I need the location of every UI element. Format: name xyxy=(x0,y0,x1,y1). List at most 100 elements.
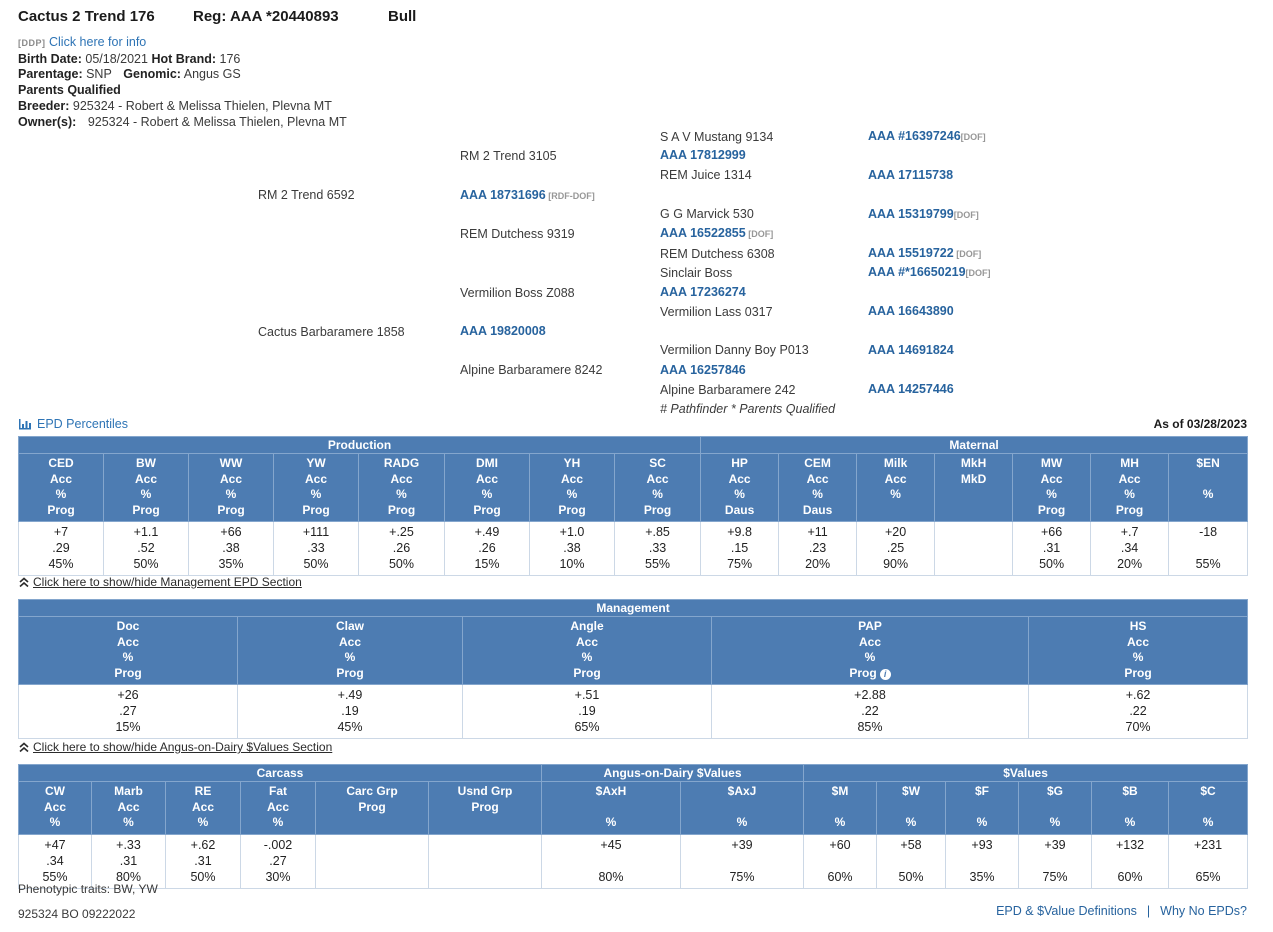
epd-column-header: Angle Acc% Prog xyxy=(462,616,712,685)
pedigree-animal-name: Cactus Barbaramere 1858 xyxy=(258,325,405,339)
epd-section-header: Carcass xyxy=(18,764,542,782)
management-section-toggle[interactable]: Click here to show/hide Management EPD S… xyxy=(18,575,302,589)
epd-column-header: Claw Acc% Prog xyxy=(237,616,463,685)
parents-qualified: Parents Qualified xyxy=(18,83,121,98)
pedigree-footnote: # Pathfinder * Parents Qualified xyxy=(660,402,836,416)
epd-column-header: $W % xyxy=(876,781,947,835)
header-block: Cactus 2 Trend 176 Reg: AAA *20440893 Bu… xyxy=(18,8,718,130)
epd-value-cell: +11.23 20% xyxy=(778,521,858,576)
epd-value-cell: -18 55% xyxy=(1168,521,1249,576)
pedigree-animal-name: Alpine Barbaramere 8242 xyxy=(460,363,603,377)
epd-value-cell: +66.38 35% xyxy=(188,521,274,576)
epd-value-cell: +9.8.15 75% xyxy=(700,521,780,576)
epd-value-cell: -.002.27 30% xyxy=(240,833,316,889)
epd-column-header: DMI Acc% Prog xyxy=(444,453,530,522)
epd-section-header: Angus-on-Dairy $Values xyxy=(540,764,805,782)
footer-separator: | xyxy=(1146,904,1151,918)
epd-value-cell xyxy=(934,521,1014,576)
breeder-row: Breeder: 925324 - Robert & Melissa Thiel… xyxy=(18,99,718,115)
birth-date-value: 05/18/2021 xyxy=(85,51,148,66)
pedigree-animal-name: REM Juice 1314 xyxy=(660,168,752,182)
epd-value-cell: +.49.26 15% xyxy=(444,521,530,576)
animal-name: Cactus 2 Trend 176 xyxy=(18,8,155,25)
epd-column-header: MW Acc% Prog xyxy=(1012,453,1092,522)
epd-column-header: Carc Grp Prog xyxy=(315,781,429,835)
epd-column-header: Fat Acc% xyxy=(240,781,316,835)
epd-column-header: $M % xyxy=(803,781,878,835)
epd-value-cell: +20.25 90% xyxy=(856,521,936,576)
epd-column-header: CEM Acc% Daus xyxy=(778,453,858,522)
pedigree-reg-link[interactable]: AAA 14257446 xyxy=(868,382,954,396)
pedigree-reg-link[interactable]: AAA 18731696 [RDF-DOF] xyxy=(460,188,595,202)
epd-column-header: SC Acc% Prog xyxy=(613,453,702,522)
epd-column-header: $F % xyxy=(945,781,1020,835)
epd-column-header: WW Acc% Prog xyxy=(188,453,274,522)
parentage-row: Parentage: SNP Genomic: Angus GS xyxy=(18,67,718,83)
management-toggle-label: Click here to show/hide Management EPD S… xyxy=(33,575,302,589)
pedigree-reg-link[interactable]: AAA 16643890 xyxy=(868,304,954,318)
ddp-info-link[interactable]: Click here for info xyxy=(48,35,147,49)
pedigree-reg-link[interactable]: AAA 17236274 xyxy=(660,285,746,299)
pedigree-reg-link[interactable]: AAA 15519722 [DOF] xyxy=(868,246,982,260)
epd-column-header: $AxH % xyxy=(541,781,681,835)
epd-value-cell: +47.34 55% xyxy=(18,833,92,889)
pedigree-animal-name: Sinclair Boss xyxy=(660,266,733,280)
epd-column-header: $G % xyxy=(1018,781,1093,835)
epd-column-header: MkH MkD xyxy=(934,453,1014,522)
owner-value: 925324 - Robert & Melissa Thielen, Plevn… xyxy=(87,114,347,129)
pedigree-reg-link[interactable]: AAA #*16650219[DOF] xyxy=(868,265,991,279)
pedigree-animal-name: RM 2 Trend 6592 xyxy=(258,188,355,202)
pedigree-animal-name: REM Dutchess 6308 xyxy=(660,247,775,261)
pedigree-animal-name: Alpine Barbaramere 242 xyxy=(660,383,796,397)
management-epd-table: Management Doc Acc% Prog Claw Acc% Prog Angle Ac… xyxy=(17,599,1249,739)
epd-column-header: HS Acc% Prog xyxy=(1027,616,1249,685)
epd-percentiles-link[interactable]: EPD Percentiles xyxy=(37,417,129,431)
epd-column-header: Usnd Grp Prog xyxy=(428,781,542,835)
pedigree-animal-name: Vermilion Lass 0317 xyxy=(660,305,773,319)
epd-value-cell: +.7.34 20% xyxy=(1090,521,1170,576)
record-code: 925324 BO 09222022 xyxy=(18,907,136,921)
pedigree-reg-link[interactable]: AAA 15319799[DOF] xyxy=(868,207,979,221)
chevron-up-double-icon xyxy=(18,576,30,588)
as-of-date: As of 03/28/2023 xyxy=(1153,417,1247,431)
pedigree-animal-name: S A V Mustang 9134 xyxy=(660,130,774,144)
title-row: Cactus 2 Trend 176 Reg: AAA *20440893 Bu… xyxy=(18,8,718,26)
epd-column-header: MH Acc% Prog xyxy=(1090,453,1170,522)
info-icon[interactable]: i xyxy=(879,668,891,680)
epd-value-cell: +.62.31 50% xyxy=(165,833,241,889)
epd-value-cell: +231 65% xyxy=(1168,833,1249,889)
pedigree-reg-link[interactable]: AAA 19820008 xyxy=(460,324,546,338)
birth-row: Birth Date: 05/18/2021 Hot Brand: 176 xyxy=(18,52,718,68)
pedigree-reg-link[interactable]: AAA 16257846 xyxy=(660,363,746,377)
angus-on-dairy-section-toggle[interactable]: Click here to show/hide Angus-on-Dairy $… xyxy=(18,740,332,754)
epd-column-header: $B % xyxy=(1091,781,1170,835)
owner-row: Owner(s): 925324 - Robert & Melissa Thie… xyxy=(18,115,718,131)
owner-label: Owner(s): xyxy=(18,114,77,129)
pedigree-reg-link[interactable]: AAA #16397246[DOF] xyxy=(868,129,986,143)
epd-value-cell: +7.29 45% xyxy=(18,521,104,576)
parentage-value: SNP xyxy=(86,67,112,82)
chevron-up-double-icon xyxy=(18,741,30,753)
epd-value-cell: +.51.19 65% xyxy=(462,684,712,739)
epd-value-cell: +2.88.22 85% xyxy=(711,684,1029,739)
epd-value-cell: +132 60% xyxy=(1091,833,1170,889)
genomic-value: Angus GS xyxy=(183,67,241,82)
animal-info: [DDP] Click here for info Birth Date: 05… xyxy=(18,35,718,130)
epd-value-cell: +93 35% xyxy=(945,833,1020,889)
epd-value-cell: +.33.31 80% xyxy=(91,833,166,889)
why-no-epds-link[interactable]: Why No EPDs? xyxy=(1160,904,1247,918)
epd-value-cell xyxy=(428,833,542,889)
epd-definitions-link[interactable]: EPD & $Value Definitions xyxy=(996,904,1137,918)
epd-value-cell: +.85.33 55% xyxy=(613,521,702,576)
bar-chart-icon xyxy=(18,418,32,430)
pedigree-reg-link[interactable]: AAA 17115738 xyxy=(868,168,954,182)
pedigree-reg-link[interactable]: AAA 17812999 xyxy=(660,148,746,162)
pedigree-reg-link[interactable]: AAA 14691824 xyxy=(868,343,954,357)
epd-column-header: Milk Acc% xyxy=(856,453,936,522)
pedigree-reg-tag: [DOF] xyxy=(965,268,991,278)
parentage-label: Parentage: xyxy=(18,67,83,82)
pedigree-reg-tag: [DOF] xyxy=(960,132,986,142)
epd-section-header: Management xyxy=(17,599,1249,617)
pedigree-reg-link[interactable]: AAA 16522855 [DOF] xyxy=(660,226,774,240)
